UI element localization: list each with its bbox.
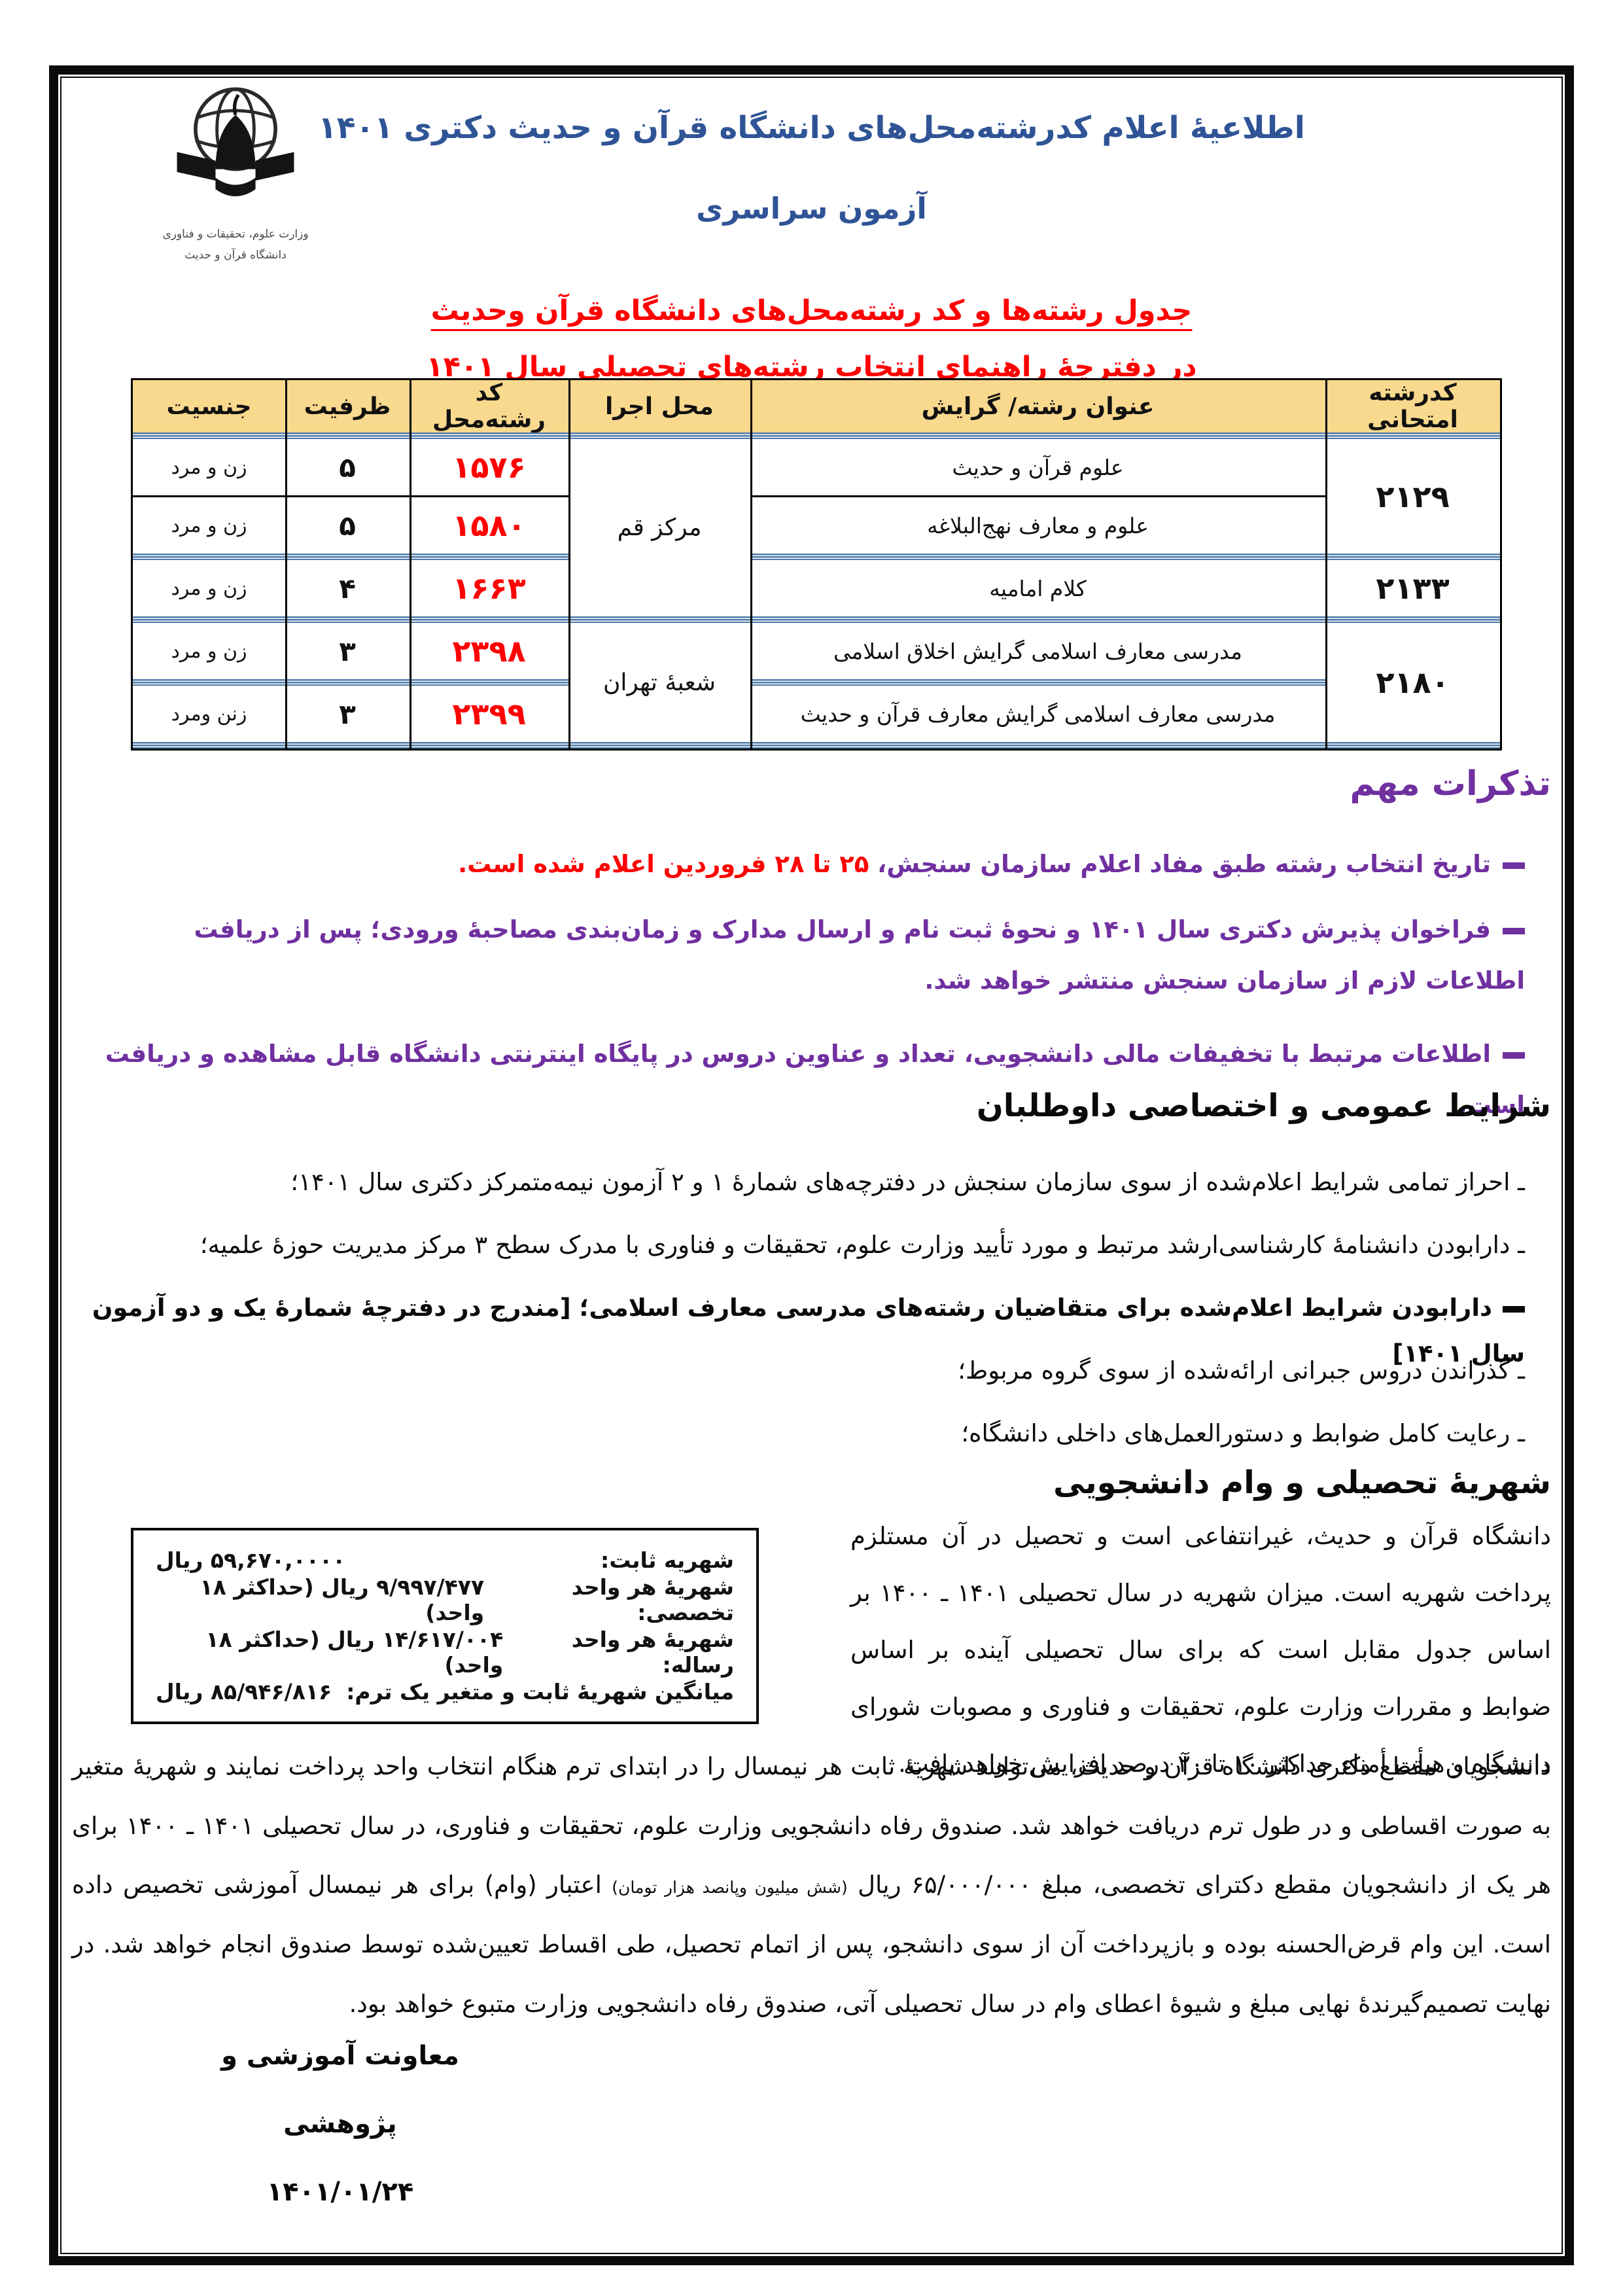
notes-section-title: تذکرات مهم bbox=[1350, 764, 1551, 804]
col-header-title: عنوان رشته/ گرایش bbox=[750, 380, 1325, 433]
page-subtitle: آزمون سراسری bbox=[696, 191, 927, 226]
row-code: ۱۵۸۰ bbox=[452, 508, 526, 543]
condition-item-1: ـ احراز تمامی شرایط اعلام‌شده از سوی ساز… bbox=[290, 1168, 1525, 1196]
loan-paragraph: دانشجویان مقطع دکتری دانشگاه قرآن و حدیث… bbox=[72, 1737, 1551, 2034]
row-gender: زن و مرد bbox=[171, 576, 247, 600]
tuition-row: شهریهٔ هر واحد تخصصی: ۹/۹۹۷/۴۷۷ ریال (حد… bbox=[156, 1574, 734, 1625]
page-title: اطلاعیهٔ اعلام کدرشته‌محل‌های دانشگاه قر… bbox=[318, 110, 1305, 146]
row-gender: زن و مرد bbox=[171, 514, 247, 537]
bullet-dash-icon bbox=[1503, 1051, 1525, 1059]
column-line bbox=[1325, 380, 1327, 749]
exam-code-2133: ۲۱۳۳ bbox=[1376, 571, 1450, 606]
condition-item-3: دارابودن شرایط اعلام‌شده برای متقاضیان ر… bbox=[92, 1285, 1525, 1377]
row-gender: زنن ومرد bbox=[171, 702, 247, 726]
tuition-value: ۹/۹۹۷/۴۷۷ ریال (حداکثر ۱۸ واحد) bbox=[200, 1574, 485, 1625]
page-border-inner-line bbox=[60, 77, 1563, 2254]
row-gender: زن و مرد bbox=[171, 639, 247, 663]
tuition-value: ۸۵/۹۴۶/۸۱۶ ریال bbox=[156, 1679, 332, 1704]
row-code: ۱۶۶۳ bbox=[452, 571, 526, 606]
signature-block: معاونت آموزشی و پژوهشی ۱۴۰۱/۰۱/۲۴ bbox=[183, 2022, 497, 2226]
condition-item-2: ـ دارابودن دانشنامهٔ کارشناسی‌ارشد مرتبط… bbox=[200, 1231, 1525, 1259]
logo-text-line1: وزارت علوم، تحقیقات و فناوری bbox=[162, 228, 309, 241]
bullet-dash-icon bbox=[1503, 1305, 1525, 1313]
tuition-paragraph: دانشگاه قرآن و حدیث، غیرانتفاعی است و تح… bbox=[850, 1522, 1551, 1778]
tuition-section-title: شهریهٔ تحصیلی و وام دانشجویی bbox=[1053, 1464, 1551, 1501]
column-line bbox=[285, 380, 287, 749]
condition-item-5: ـ رعایت کامل ضوابط و دستورالعمل‌های داخل… bbox=[961, 1419, 1525, 1447]
tuition-row: شهریه ثابت: ۵۹,۶۷۰,۰۰۰۰ ریال bbox=[156, 1547, 734, 1573]
note-item-3: اطلاعات مرتبط با تخفیفات مالی دانشجویی، … bbox=[92, 1029, 1525, 1130]
table-heading: جدول رشته‌ها و کد رشته‌محل‌های دانشگاه ق… bbox=[0, 283, 1623, 395]
table-heading-line1: جدول رشته‌ها و کد رشته‌محل‌های دانشگاه ق… bbox=[430, 294, 1193, 327]
tuition-label: شهریهٔ هر واحد رساله: bbox=[571, 1627, 734, 1678]
university-logo: وزارت علوم، تحقیقات و فناوری دانشگاه قرآ… bbox=[124, 77, 347, 266]
loan-text-part2: اعتبار (وام) برای هر نیمسال آموزشی تخصیص… bbox=[72, 1871, 1551, 2018]
col-header-capacity: ظرفیت bbox=[285, 380, 410, 433]
tuition-label: شهریه ثابت: bbox=[601, 1547, 734, 1573]
tuition-label: میانگین شهریهٔ ثابت و متغیر یک ترم: bbox=[346, 1679, 734, 1704]
column-line bbox=[568, 380, 570, 749]
row-code: ۱۵۷۶ bbox=[452, 450, 526, 485]
loan-text-part1: دانشجویان مقطع دکتری دانشگاه قرآن و حدیث… bbox=[72, 1752, 1551, 1899]
col-header-code: کد رشته‌محل bbox=[410, 380, 568, 433]
note-3-text: اطلاعات مرتبط با تخفیفات مالی دانشجویی، … bbox=[105, 1040, 1525, 1119]
separator-band bbox=[133, 616, 1500, 623]
row-capacity: ۵ bbox=[339, 451, 356, 484]
separator-band bbox=[750, 554, 1500, 560]
signature-date: ۱۴۰۱/۰۱/۲۴ bbox=[266, 2177, 414, 2207]
tuition-table: شهریه ثابت: ۵۹,۶۷۰,۰۰۰۰ ریال شهریهٔ هر و… bbox=[131, 1528, 759, 1724]
col-header-location: محل اجرا bbox=[568, 380, 750, 433]
column-line bbox=[750, 380, 752, 749]
location-qom: مرکز قم bbox=[617, 514, 702, 541]
row-title: مدرسی معارف اسلامی گرایش معارف قرآن و حد… bbox=[800, 701, 1276, 727]
row-title: علوم و معارف نهج‌البلاغه bbox=[927, 512, 1149, 539]
row-title: کلام امامیه bbox=[989, 575, 1087, 601]
globe-dome-book-icon bbox=[177, 87, 294, 196]
condition-item-4: ـ گذراندن دروس جبرانی ارائه‌شده از سوی گ… bbox=[958, 1356, 1525, 1385]
separator-band bbox=[750, 679, 1325, 686]
separator-band bbox=[133, 679, 568, 686]
tuition-row: میانگین شهریهٔ ثابت و متغیر یک ترم: ۸۵/۹… bbox=[156, 1679, 734, 1704]
tuition-value: ۱۴/۶۱۷/۰۰۴ ریال (حداکثر ۱۸ واحد) bbox=[205, 1627, 504, 1678]
separator-band bbox=[133, 742, 1500, 749]
col-header-exam-code: کدرشته امتحانی bbox=[1325, 380, 1500, 433]
row-divider-line bbox=[133, 495, 568, 497]
programs-table: کدرشته امتحانی عنوان رشته/ گرایش محل اجر… bbox=[131, 378, 1502, 751]
note-1-purple-text: تاریخ انتخاب رشته طبق مفاد اعلام سازمان … bbox=[869, 850, 1491, 878]
note-item-2: فراخوان پذیرش دکتری سال ۱۴۰۱ و نحوهٔ ثبت… bbox=[92, 904, 1525, 1006]
logo-text-line2: دانشگاه قرآن و حدیث bbox=[184, 249, 287, 262]
note-1-red-text: ۲۵ تا ۲۸ فروردین اعلام شده است. bbox=[458, 850, 869, 878]
row-code: ۲۳۹۹ bbox=[452, 696, 526, 732]
separator-band bbox=[133, 554, 568, 560]
tuition-value: ۵۹,۶۷۰,۰۰۰۰ ریال bbox=[156, 1547, 346, 1573]
tuition-row: شهریهٔ هر واحد رساله: ۱۴/۶۱۷/۰۰۴ ریال (ح… bbox=[156, 1627, 734, 1678]
row-title: مدرسی معارف اسلامی گرایش اخلاق اسلامی bbox=[833, 638, 1242, 664]
location-tehran: شعبهٔ تهران bbox=[602, 669, 716, 696]
row-divider-line bbox=[750, 495, 1325, 497]
loan-text-small: (شش میلیون وپانصد هزار تومان) bbox=[612, 1878, 848, 1898]
row-capacity: ۳ bbox=[339, 698, 356, 730]
condition-3-text: دارابودن شرایط اعلام‌شده برای متقاضیان ر… bbox=[92, 1294, 1525, 1368]
row-gender: زن و مرد bbox=[171, 455, 247, 479]
tuition-label: شهریهٔ هر واحد تخصصی: bbox=[571, 1574, 734, 1625]
page-border-frame bbox=[49, 65, 1574, 2265]
row-capacity: ۳ bbox=[339, 635, 356, 667]
row-title: علوم قرآن و حدیث bbox=[952, 454, 1124, 480]
row-code: ۲۳۹۸ bbox=[452, 633, 526, 669]
signature-name: معاونت آموزشی و پژوهشی bbox=[221, 2041, 459, 2139]
bullet-dash-icon bbox=[1503, 927, 1525, 934]
conditions-section-title: شرایط عمومی و اختصاصی داوطلبان bbox=[976, 1087, 1551, 1124]
col-header-gender: جنسیت bbox=[133, 380, 285, 433]
separator-band bbox=[133, 433, 1500, 439]
note-item-1: تاریخ انتخاب رشته طبق مفاد اعلام سازمان … bbox=[92, 839, 1525, 890]
row-capacity: ۵ bbox=[339, 509, 356, 542]
row-capacity: ۴ bbox=[339, 572, 356, 605]
column-line bbox=[410, 380, 411, 749]
exam-code-2180: ۲۱۸۰ bbox=[1376, 665, 1450, 700]
exam-code-2129: ۲۱۲۹ bbox=[1376, 478, 1450, 514]
note-2-text: فراخوان پذیرش دکتری سال ۱۴۰۱ و نحوهٔ ثبت… bbox=[194, 915, 1525, 995]
bullet-dash-icon bbox=[1503, 862, 1525, 869]
table-heading-line2: در دفترچهٔ راهنمای انتخاب رشته‌های تحصیل… bbox=[426, 351, 1197, 383]
